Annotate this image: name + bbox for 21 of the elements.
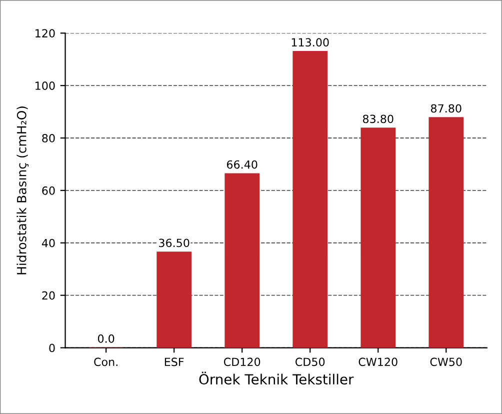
y-tick-label: 60 <box>42 186 55 195</box>
x-tick-label: Con. <box>94 358 118 366</box>
data-label: 113.00 <box>292 38 329 47</box>
x-tick-label: CW120 <box>358 358 398 366</box>
data-label: 87.80 <box>430 104 462 113</box>
data-label: 66.40 <box>226 160 258 169</box>
y-tick-label: 20 <box>42 291 55 300</box>
data-label: 36.50 <box>159 238 190 248</box>
x-tick-label: ESF <box>164 358 184 366</box>
y-tick-label: 0 <box>49 344 55 352</box>
x-tick-label: CD120 <box>224 358 260 366</box>
y-tick-label: 120 <box>36 29 55 38</box>
data-label: 0.0 <box>98 334 114 343</box>
y-tick-label: 100 <box>36 82 55 90</box>
y-tick-label: 40 <box>42 238 55 248</box>
x-axis-title: Örnek Teknik Tekstiller <box>199 372 354 385</box>
x-tick-label: CW50 <box>430 358 462 366</box>
y-tick-label: 80 <box>42 134 55 142</box>
y-axis-title: Hidrostatik Basınç (cmH₂O) <box>16 106 29 274</box>
data-label: 83.80 <box>362 114 394 124</box>
x-tick-label: CD50 <box>296 358 325 366</box>
